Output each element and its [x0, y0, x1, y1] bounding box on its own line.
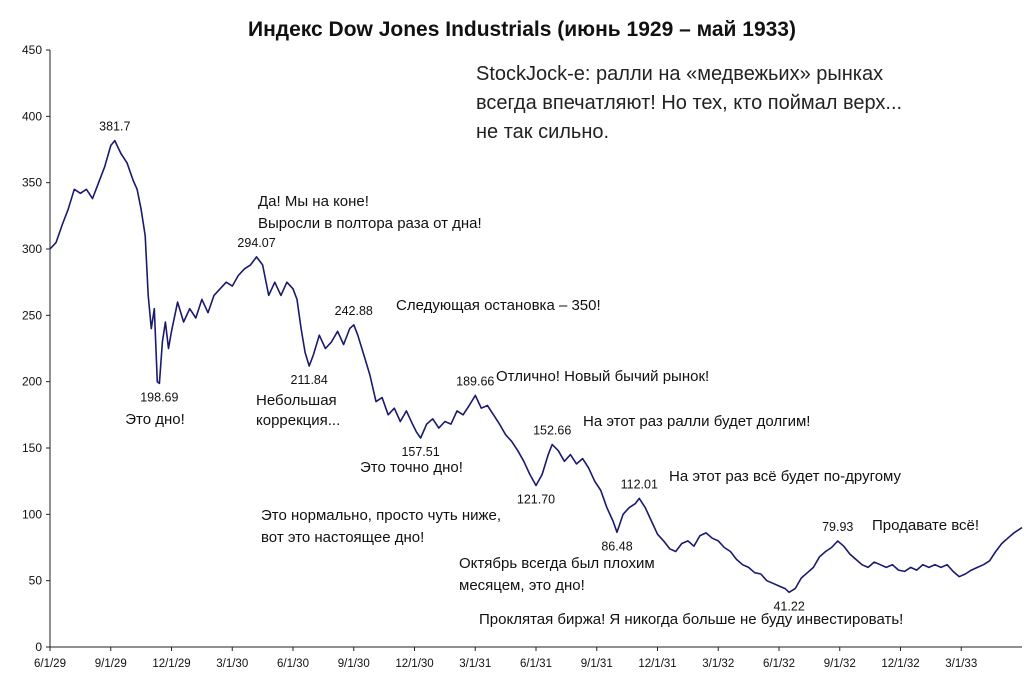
x-tick-label: 6/1/30: [277, 658, 309, 670]
y-tick-label: 250: [22, 308, 42, 322]
x-axis: 6/1/29 9/1/29 12/1/29 3/1/30 6/1/30 9/1/30 12/…: [34, 646, 1022, 670]
annotation-bottom-6: Проклятая биржа! Я никогда больше не буд…: [479, 611, 903, 628]
y-tick-label: 350: [22, 176, 42, 190]
annotation-bottom-3: Это точно дно!: [360, 459, 463, 476]
annotation-top-3: Следующая остановка – 350!: [396, 297, 601, 314]
value-label: 86.48: [601, 539, 632, 553]
x-tick-label: 9/1/31: [581, 658, 613, 670]
value-label: 198.69: [140, 390, 178, 404]
x-tick-label: 3/1/31: [459, 658, 491, 670]
x-tick-label: 3/1/33: [945, 658, 977, 670]
value-label: 79.93: [822, 520, 853, 534]
y-tick-label: 50: [29, 574, 43, 588]
x-tick-label: 3/1/32: [702, 658, 734, 670]
x-tick-label: 12/1/30: [395, 658, 433, 670]
x-tick-label: 6/1/32: [763, 658, 795, 670]
annotation-top-5: На этот раз ралли будет долгим!: [583, 413, 810, 430]
x-tick-label: 9/1/29: [95, 658, 127, 670]
y-tick-label: 150: [22, 441, 42, 455]
value-label: 152.66: [533, 423, 571, 437]
x-tick-label: 12/1/29: [152, 658, 190, 670]
quote-line-3: не так сильно.: [476, 121, 609, 143]
annotation-bottom-2-line-2: коррекция...: [256, 412, 340, 429]
annotation-bottom-5-line-1: Октябрь всегда был плохим: [459, 555, 655, 572]
y-tick-label: 400: [22, 109, 42, 123]
y-axis: 0 50 100 150 200 250 300 350 400 450: [22, 43, 51, 654]
series-line-dow-jones: [49, 139, 1023, 594]
y-tick-label: 200: [22, 375, 42, 389]
value-label: 157.51: [401, 445, 439, 459]
x-tick-label: 3/1/30: [216, 658, 248, 670]
value-label: 121.70: [517, 493, 555, 507]
y-tick-label: 300: [22, 242, 42, 256]
annotation-bottom-1: Это дно!: [125, 411, 185, 428]
x-tick-label: 12/1/31: [638, 658, 676, 670]
quote-line-2: всегда впечатляют! Но тех, кто поймал ве…: [476, 92, 902, 114]
value-label: 381.7: [99, 120, 130, 134]
x-tick-label: 6/1/31: [520, 658, 552, 670]
x-tick-label: 12/1/32: [881, 658, 919, 670]
y-tick-label: 450: [22, 43, 42, 57]
value-label: 41.22: [773, 599, 804, 613]
annotation-bottom-5-line-2: месяцем, это дно!: [459, 577, 585, 594]
annotation-top-4: Отлично! Новый бычий рынок!: [496, 368, 709, 385]
annotation-bottom-2-line-1: Небольшая: [256, 392, 337, 409]
quote-line-1: StockJock-е: ралли на «медвежьих» рынках: [476, 63, 883, 85]
chart-title: Индекс Dow Jones Industrials (июнь 1929 …: [248, 18, 796, 41]
annotation-bottom-4-line-2: вот это настоящее дно!: [261, 529, 424, 546]
x-tick-label: 6/1/29: [34, 658, 66, 670]
x-tick-label: 9/1/30: [338, 658, 370, 670]
y-tick-label: 0: [35, 640, 42, 654]
annotation-top-2-line-1: Да! Мы на коне!: [258, 193, 369, 210]
x-tick-label: 9/1/32: [824, 658, 856, 670]
y-tick-label: 100: [22, 507, 42, 521]
annotation-top-6: На этот раз всё будет по-другому: [669, 468, 902, 485]
value-label: 242.88: [335, 304, 373, 318]
value-label: 211.84: [291, 373, 328, 387]
annotation-top-7: Продавате всё!: [872, 517, 979, 534]
value-label: 294.07: [237, 236, 275, 250]
value-label: 112.01: [621, 477, 658, 491]
value-label: 189.66: [456, 374, 494, 388]
annotation-top-2-line-2: Выросли в полтора раза от дна!: [258, 215, 482, 232]
annotation-bottom-4-line-1: Это нормально, просто чуть ниже,: [261, 507, 501, 524]
